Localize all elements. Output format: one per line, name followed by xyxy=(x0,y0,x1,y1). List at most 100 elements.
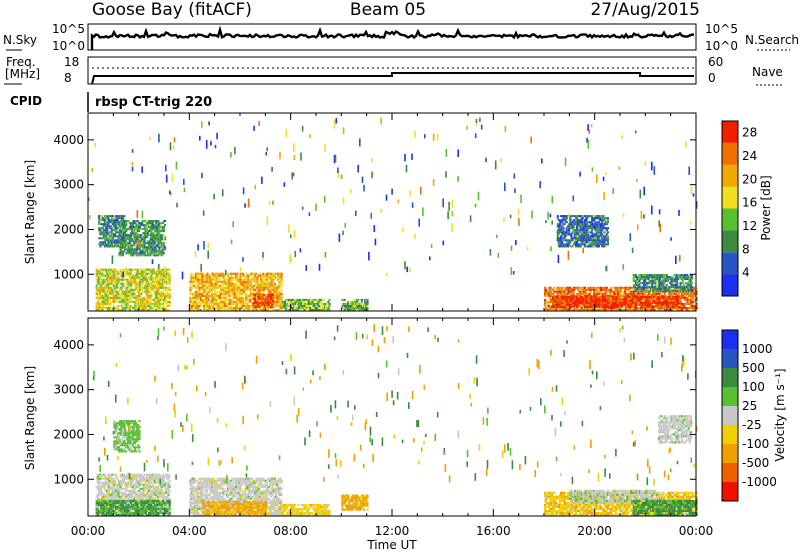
range-cell xyxy=(360,300,363,303)
range-cell xyxy=(610,290,613,293)
range-cell xyxy=(191,298,194,301)
range-cell xyxy=(115,229,118,232)
range-cell xyxy=(130,232,134,235)
range-cell xyxy=(206,278,209,281)
range-cell xyxy=(685,278,688,281)
range-cell xyxy=(161,242,164,245)
range-cell xyxy=(317,307,320,309)
range-cell xyxy=(615,297,618,300)
range-cell xyxy=(100,288,103,291)
range-cell xyxy=(237,278,240,281)
range-cell xyxy=(157,222,160,225)
range-cell xyxy=(598,223,601,226)
range-cell xyxy=(119,288,122,291)
range-cell xyxy=(138,254,142,257)
range-cell xyxy=(605,307,608,309)
range-cell xyxy=(587,231,590,234)
range-cell xyxy=(607,298,610,301)
range-cell xyxy=(136,276,139,279)
range-cell xyxy=(572,237,575,240)
range-cell xyxy=(206,292,209,295)
range-cell xyxy=(263,286,266,289)
range-cell xyxy=(655,299,658,302)
range-cell xyxy=(111,292,114,295)
range-cell xyxy=(228,296,231,299)
range-cell xyxy=(144,268,147,271)
range-cell xyxy=(658,292,661,295)
range-cell xyxy=(247,280,250,283)
range-cell xyxy=(154,272,158,275)
range-cell xyxy=(223,302,226,305)
range-cell xyxy=(96,276,99,279)
range-cell xyxy=(161,296,164,299)
range-cell xyxy=(129,222,132,225)
range-cell xyxy=(691,307,694,309)
range-cell xyxy=(146,232,150,235)
range-cell xyxy=(141,228,144,231)
range-cell xyxy=(121,222,124,225)
range-cell xyxy=(196,286,199,289)
range-cell xyxy=(237,309,240,311)
range-cell xyxy=(195,292,198,295)
range-cell xyxy=(119,226,122,229)
range-cell xyxy=(224,290,227,293)
range-cell xyxy=(576,233,579,236)
range-cell xyxy=(280,274,283,277)
range-cell xyxy=(560,295,563,298)
range-cell xyxy=(561,290,564,293)
range-cell xyxy=(128,296,131,299)
range-cell xyxy=(239,300,242,303)
range-cell xyxy=(573,288,576,291)
range-cell xyxy=(162,305,166,307)
range-cell xyxy=(592,303,595,306)
freq-tick-high: 18 xyxy=(64,55,79,69)
range-cell xyxy=(640,296,644,299)
range-cell xyxy=(260,278,263,281)
range-cell xyxy=(254,301,258,304)
range-cell xyxy=(260,293,263,296)
range-cell xyxy=(225,278,228,281)
range-cell xyxy=(133,222,136,225)
range-cell xyxy=(617,305,620,308)
range-cell xyxy=(626,288,629,291)
range-cell xyxy=(551,297,554,300)
nsearch-tick-low: 10^0 xyxy=(705,39,738,53)
range-cell xyxy=(95,296,98,299)
range-cell xyxy=(123,215,126,218)
range-cell xyxy=(688,286,691,289)
range-cell xyxy=(648,276,651,279)
range-cell xyxy=(654,288,657,291)
range-cell xyxy=(673,288,676,291)
range-cell xyxy=(211,296,214,299)
range-cell xyxy=(619,288,622,291)
range-cell xyxy=(167,300,170,303)
range-cell xyxy=(646,303,649,306)
range-cell xyxy=(580,231,583,234)
range-cell xyxy=(112,300,115,303)
range-cell xyxy=(223,305,226,307)
range-cell xyxy=(291,309,295,311)
range-cell xyxy=(120,298,123,301)
range-cell xyxy=(583,303,586,306)
range-cell xyxy=(594,299,598,302)
range-cell xyxy=(234,307,238,309)
range-cell xyxy=(119,300,122,303)
range-cell xyxy=(609,295,612,298)
range-cell xyxy=(133,236,136,239)
range-cell xyxy=(322,309,325,311)
range-cell xyxy=(579,299,582,302)
range-cell xyxy=(110,231,113,234)
range-cell xyxy=(561,288,564,291)
range-cell xyxy=(288,298,291,301)
range-cell xyxy=(142,242,145,245)
range-cell xyxy=(229,307,232,309)
range-cell xyxy=(596,221,599,224)
range-cell xyxy=(209,305,213,307)
range-cell xyxy=(242,290,246,293)
range-cell xyxy=(588,295,591,298)
range-cell xyxy=(239,276,242,279)
range-cell xyxy=(280,284,283,287)
range-cell xyxy=(137,230,140,233)
range-cell xyxy=(227,276,230,279)
range-cell xyxy=(237,286,240,289)
